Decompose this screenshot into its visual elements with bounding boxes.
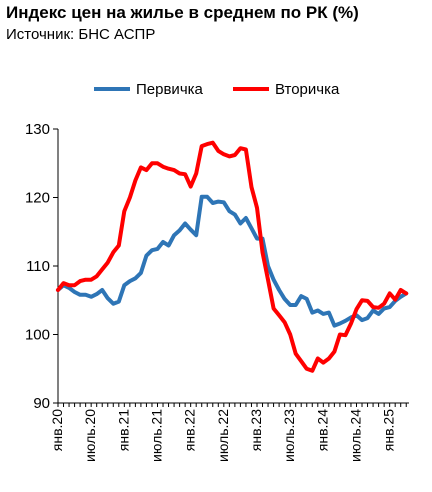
x-tick-label: янв.22 [182, 409, 198, 451]
x-tick-label: янв.25 [381, 409, 397, 451]
x-tick-label: июль.24 [347, 409, 363, 462]
legend: Первичка Вторичка [94, 81, 340, 98]
x-tick-label: июль.20 [82, 409, 98, 462]
x-tick-label: июль.21 [148, 409, 164, 462]
y-tick-label: 100 [25, 327, 50, 344]
x-tick-label: янв.21 [115, 409, 131, 451]
y-tick-label: 120 [25, 190, 50, 207]
chart-title: Индекс цен на жилье в среднем по РК (%) [6, 3, 359, 22]
legend-label-secondary: Вторичка [275, 81, 340, 98]
x-tick-label: янв.24 [314, 409, 330, 451]
x-tick-label: янв.23 [248, 409, 264, 451]
y-tick-label: 110 [26, 258, 50, 275]
y-tick-label: 130 [25, 121, 50, 138]
axes: 90 100 110 120 130 янв.20 июль.20 янв.21 июль.21… [25, 121, 409, 462]
legend-label-primary: Первичка [136, 81, 204, 98]
x-tick-label: июль.23 [281, 409, 297, 462]
y-tick-label: 90 [33, 395, 50, 412]
chart-source: Источник: БНС АСПР [6, 26, 156, 43]
series-layer [56, 140, 409, 373]
series-line-secondary [56, 140, 409, 373]
x-tick-label: янв.20 [49, 409, 65, 451]
x-tick-label: июль.22 [215, 409, 231, 462]
series-line-primary [56, 194, 409, 328]
